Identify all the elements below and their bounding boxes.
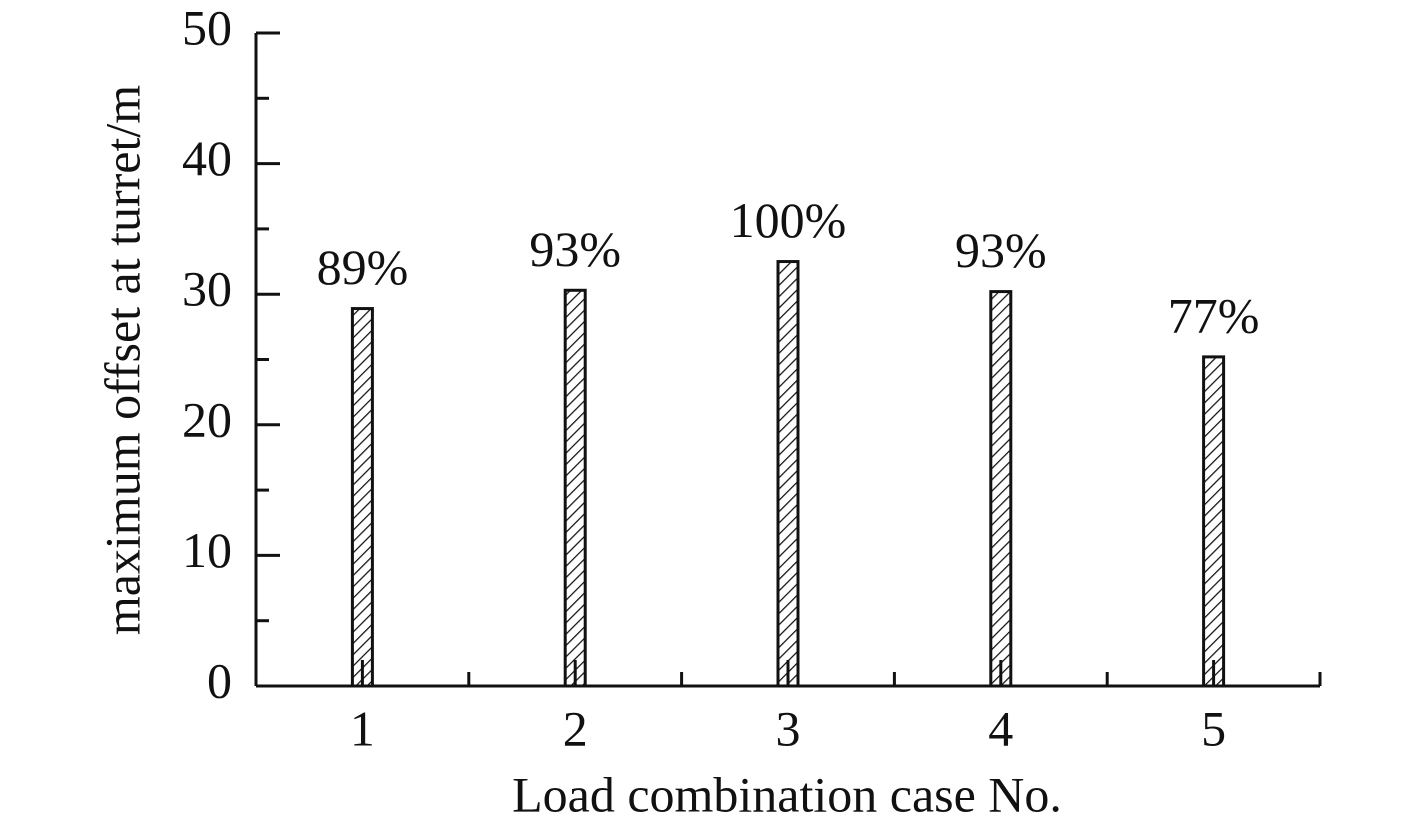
y-tick-label: 30 [182,261,232,317]
bar-annotation: 93% [529,221,621,277]
x-tick-label: 4 [988,700,1013,756]
bar-annotation: 100% [730,192,847,248]
x-axis-label: Load combination case No. [512,766,1062,822]
y-tick-label: 20 [182,391,232,447]
y-tick-label: 50 [182,0,232,55]
bar [350,307,374,688]
bar-annotation: 93% [955,222,1047,278]
y-tick-label: 10 [182,522,232,578]
y-tick-label: 40 [182,130,232,186]
x-tick-label: 3 [776,700,801,756]
bar [1202,355,1226,688]
y-tick-label: 0 [207,652,232,708]
x-tick-label: 2 [563,700,588,756]
x-tick-label: 5 [1201,700,1226,756]
bar [776,260,800,688]
y-axis-label: maximum offset at turret/m [94,85,150,635]
bar-annotation: 77% [1168,287,1260,343]
bar-annotation: 89% [317,239,409,295]
bar [563,288,587,688]
bar [989,290,1013,688]
x-tick-label: 1 [350,700,375,756]
